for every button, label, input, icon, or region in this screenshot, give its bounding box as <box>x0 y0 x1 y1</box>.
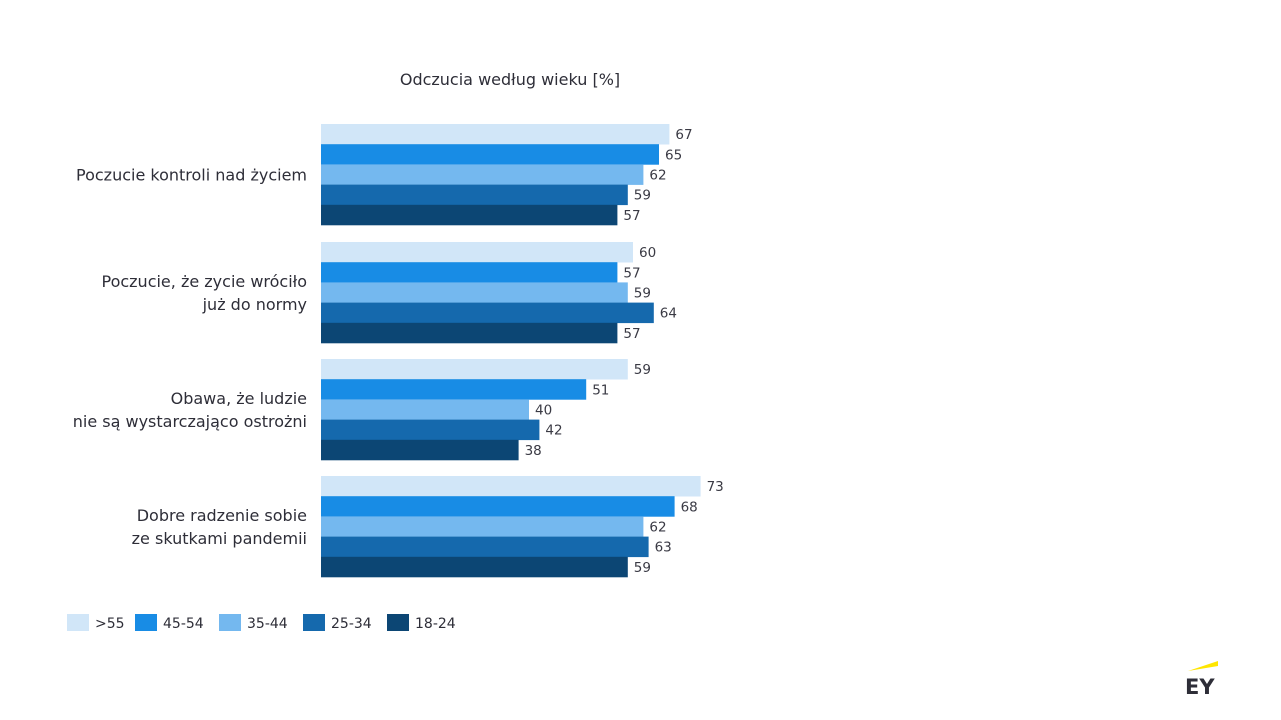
legend-swatch <box>219 614 241 631</box>
bar <box>321 496 675 517</box>
bar <box>321 164 644 185</box>
bar <box>321 144 659 165</box>
bar <box>321 204 618 226</box>
category-label: nie są wystarczająco ostrożni <box>73 412 307 431</box>
category-label: ze skutkami pandemii <box>132 529 307 548</box>
ey-logo: EY <box>1181 658 1221 699</box>
bar <box>321 536 649 558</box>
bar <box>321 419 540 441</box>
legend-label: 25-34 <box>331 616 372 632</box>
data-label: 57 <box>623 208 640 224</box>
bar <box>321 262 618 283</box>
bar <box>321 302 654 324</box>
data-label: 57 <box>623 265 640 281</box>
data-label: 42 <box>545 423 562 439</box>
data-label: 59 <box>634 560 651 576</box>
data-label: 51 <box>592 382 609 398</box>
bar <box>321 556 628 578</box>
data-label: 38 <box>525 443 542 459</box>
data-label: 65 <box>665 147 682 163</box>
data-label: 59 <box>634 188 651 204</box>
legend-label: 18-24 <box>415 616 456 632</box>
legend-label: 35-44 <box>247 616 288 632</box>
data-label: 67 <box>675 127 692 143</box>
legend-swatch <box>67 614 89 631</box>
category-label: już do normy <box>202 295 307 314</box>
data-label: 68 <box>681 499 698 515</box>
data-label: 40 <box>535 403 552 419</box>
data-label: 59 <box>634 362 651 378</box>
bar <box>321 516 644 537</box>
legend-swatch <box>303 614 325 631</box>
category-label: Poczucie kontroli nad życiem <box>76 166 307 185</box>
data-label: 62 <box>649 520 666 536</box>
legend-swatch <box>135 614 157 631</box>
bar <box>321 124 670 145</box>
bar <box>321 242 633 263</box>
data-label: 63 <box>655 540 672 556</box>
bar <box>321 322 618 344</box>
bar <box>321 359 628 380</box>
bar <box>321 476 701 497</box>
bars <box>321 124 701 578</box>
category-labels: Poczucie kontroli nad życiem Poczucie, że… <box>73 166 307 549</box>
legend: >55 45-54 35-44 25-34 18-24 <box>67 614 456 632</box>
category-label: Poczucie, że zycie wróciło <box>101 272 307 291</box>
data-label: 62 <box>649 168 666 184</box>
bar <box>321 379 587 400</box>
legend-swatch <box>387 614 409 631</box>
data-label: 57 <box>623 326 640 342</box>
bar <box>321 399 529 420</box>
bar <box>321 184 628 206</box>
data-label: 59 <box>634 286 651 302</box>
bar <box>321 282 628 303</box>
data-label: 64 <box>660 306 677 322</box>
category-label: Obawa, że ludzie <box>171 389 307 408</box>
data-label: 73 <box>707 479 724 495</box>
bar <box>321 439 519 461</box>
ey-logo-beam <box>1188 661 1218 671</box>
legend-label: 45-54 <box>163 616 204 632</box>
ey-logo-text: EY <box>1185 675 1215 698</box>
chart-title: Odczucia według wieku [%] <box>400 70 620 89</box>
category-label: Dobre radzenie sobie <box>137 506 307 525</box>
legend-label: >55 <box>95 616 125 632</box>
data-label: 60 <box>639 245 656 261</box>
